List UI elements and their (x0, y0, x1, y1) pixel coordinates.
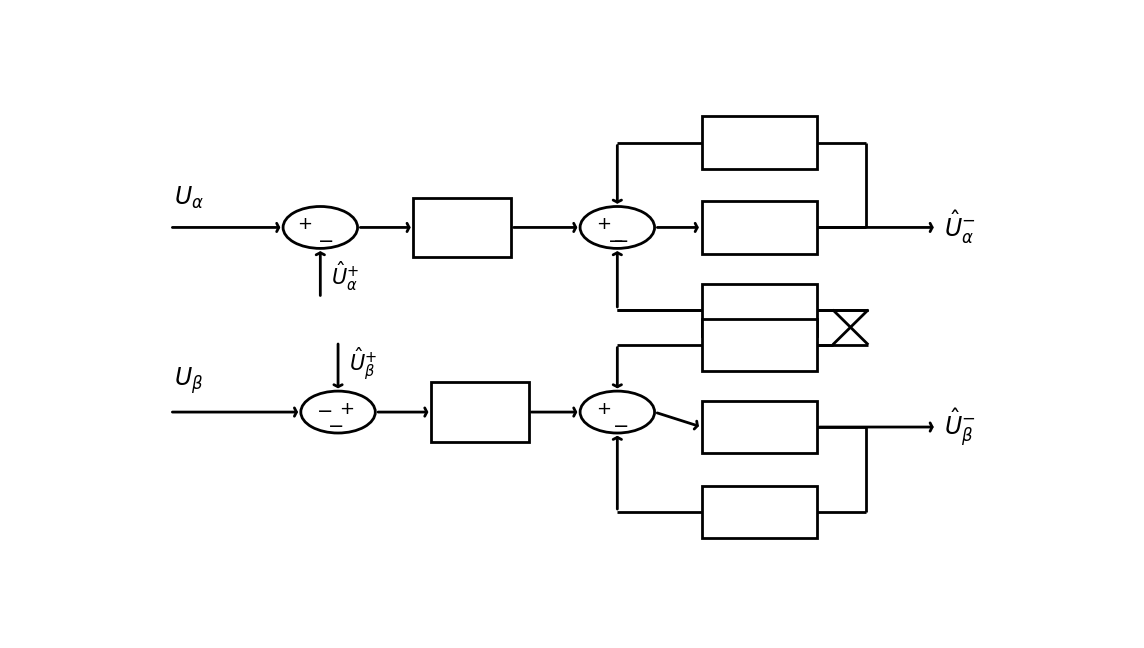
Text: $\hat{U}_{\beta}^{+}$: $\hat{U}_{\beta}^{+}$ (349, 345, 376, 382)
Text: $\omega_c$: $\omega_c$ (464, 400, 495, 424)
Bar (701, 319, 817, 371)
Text: $-$: $-$ (612, 231, 628, 249)
Text: $+$: $+$ (596, 215, 611, 233)
Text: $-$: $-$ (327, 415, 343, 434)
Text: $-\omega_0$: $-\omega_0$ (737, 335, 781, 354)
Text: $U_{\beta}$: $U_{\beta}$ (174, 365, 204, 396)
Text: $-$: $-$ (612, 415, 628, 434)
Text: $1$: $1$ (752, 406, 766, 428)
Bar (413, 198, 511, 257)
Text: $s$: $s$ (753, 227, 765, 249)
Text: $-\omega_0$: $-\omega_0$ (737, 300, 781, 319)
Text: $-$: $-$ (316, 400, 332, 419)
Text: $\omega_c$: $\omega_c$ (744, 500, 774, 524)
Bar (701, 485, 817, 538)
Text: $\omega_c$: $\omega_c$ (744, 131, 774, 154)
Text: $+$: $+$ (340, 400, 355, 418)
Text: $+$: $+$ (296, 215, 312, 233)
Text: $\hat{U}_{\alpha}^{-}$: $\hat{U}_{\alpha}^{-}$ (944, 209, 975, 246)
Bar (701, 117, 817, 169)
Text: $s$: $s$ (753, 427, 765, 449)
Bar (431, 382, 529, 442)
Bar (701, 284, 817, 336)
Bar (701, 202, 817, 253)
Text: $-$: $-$ (317, 231, 333, 249)
Text: $\hat{U}_{\alpha}^{+}$: $\hat{U}_{\alpha}^{+}$ (331, 259, 359, 293)
Text: $\hat{U}_{\beta}^{-}$: $\hat{U}_{\beta}^{-}$ (944, 406, 975, 448)
Text: $1$: $1$ (752, 207, 766, 229)
Text: $+$: $+$ (596, 400, 611, 418)
Text: $\omega_c$: $\omega_c$ (447, 216, 477, 239)
Bar (701, 401, 817, 453)
Text: $-$: $-$ (606, 231, 622, 249)
Text: $U_{\alpha}$: $U_{\alpha}$ (174, 185, 204, 211)
